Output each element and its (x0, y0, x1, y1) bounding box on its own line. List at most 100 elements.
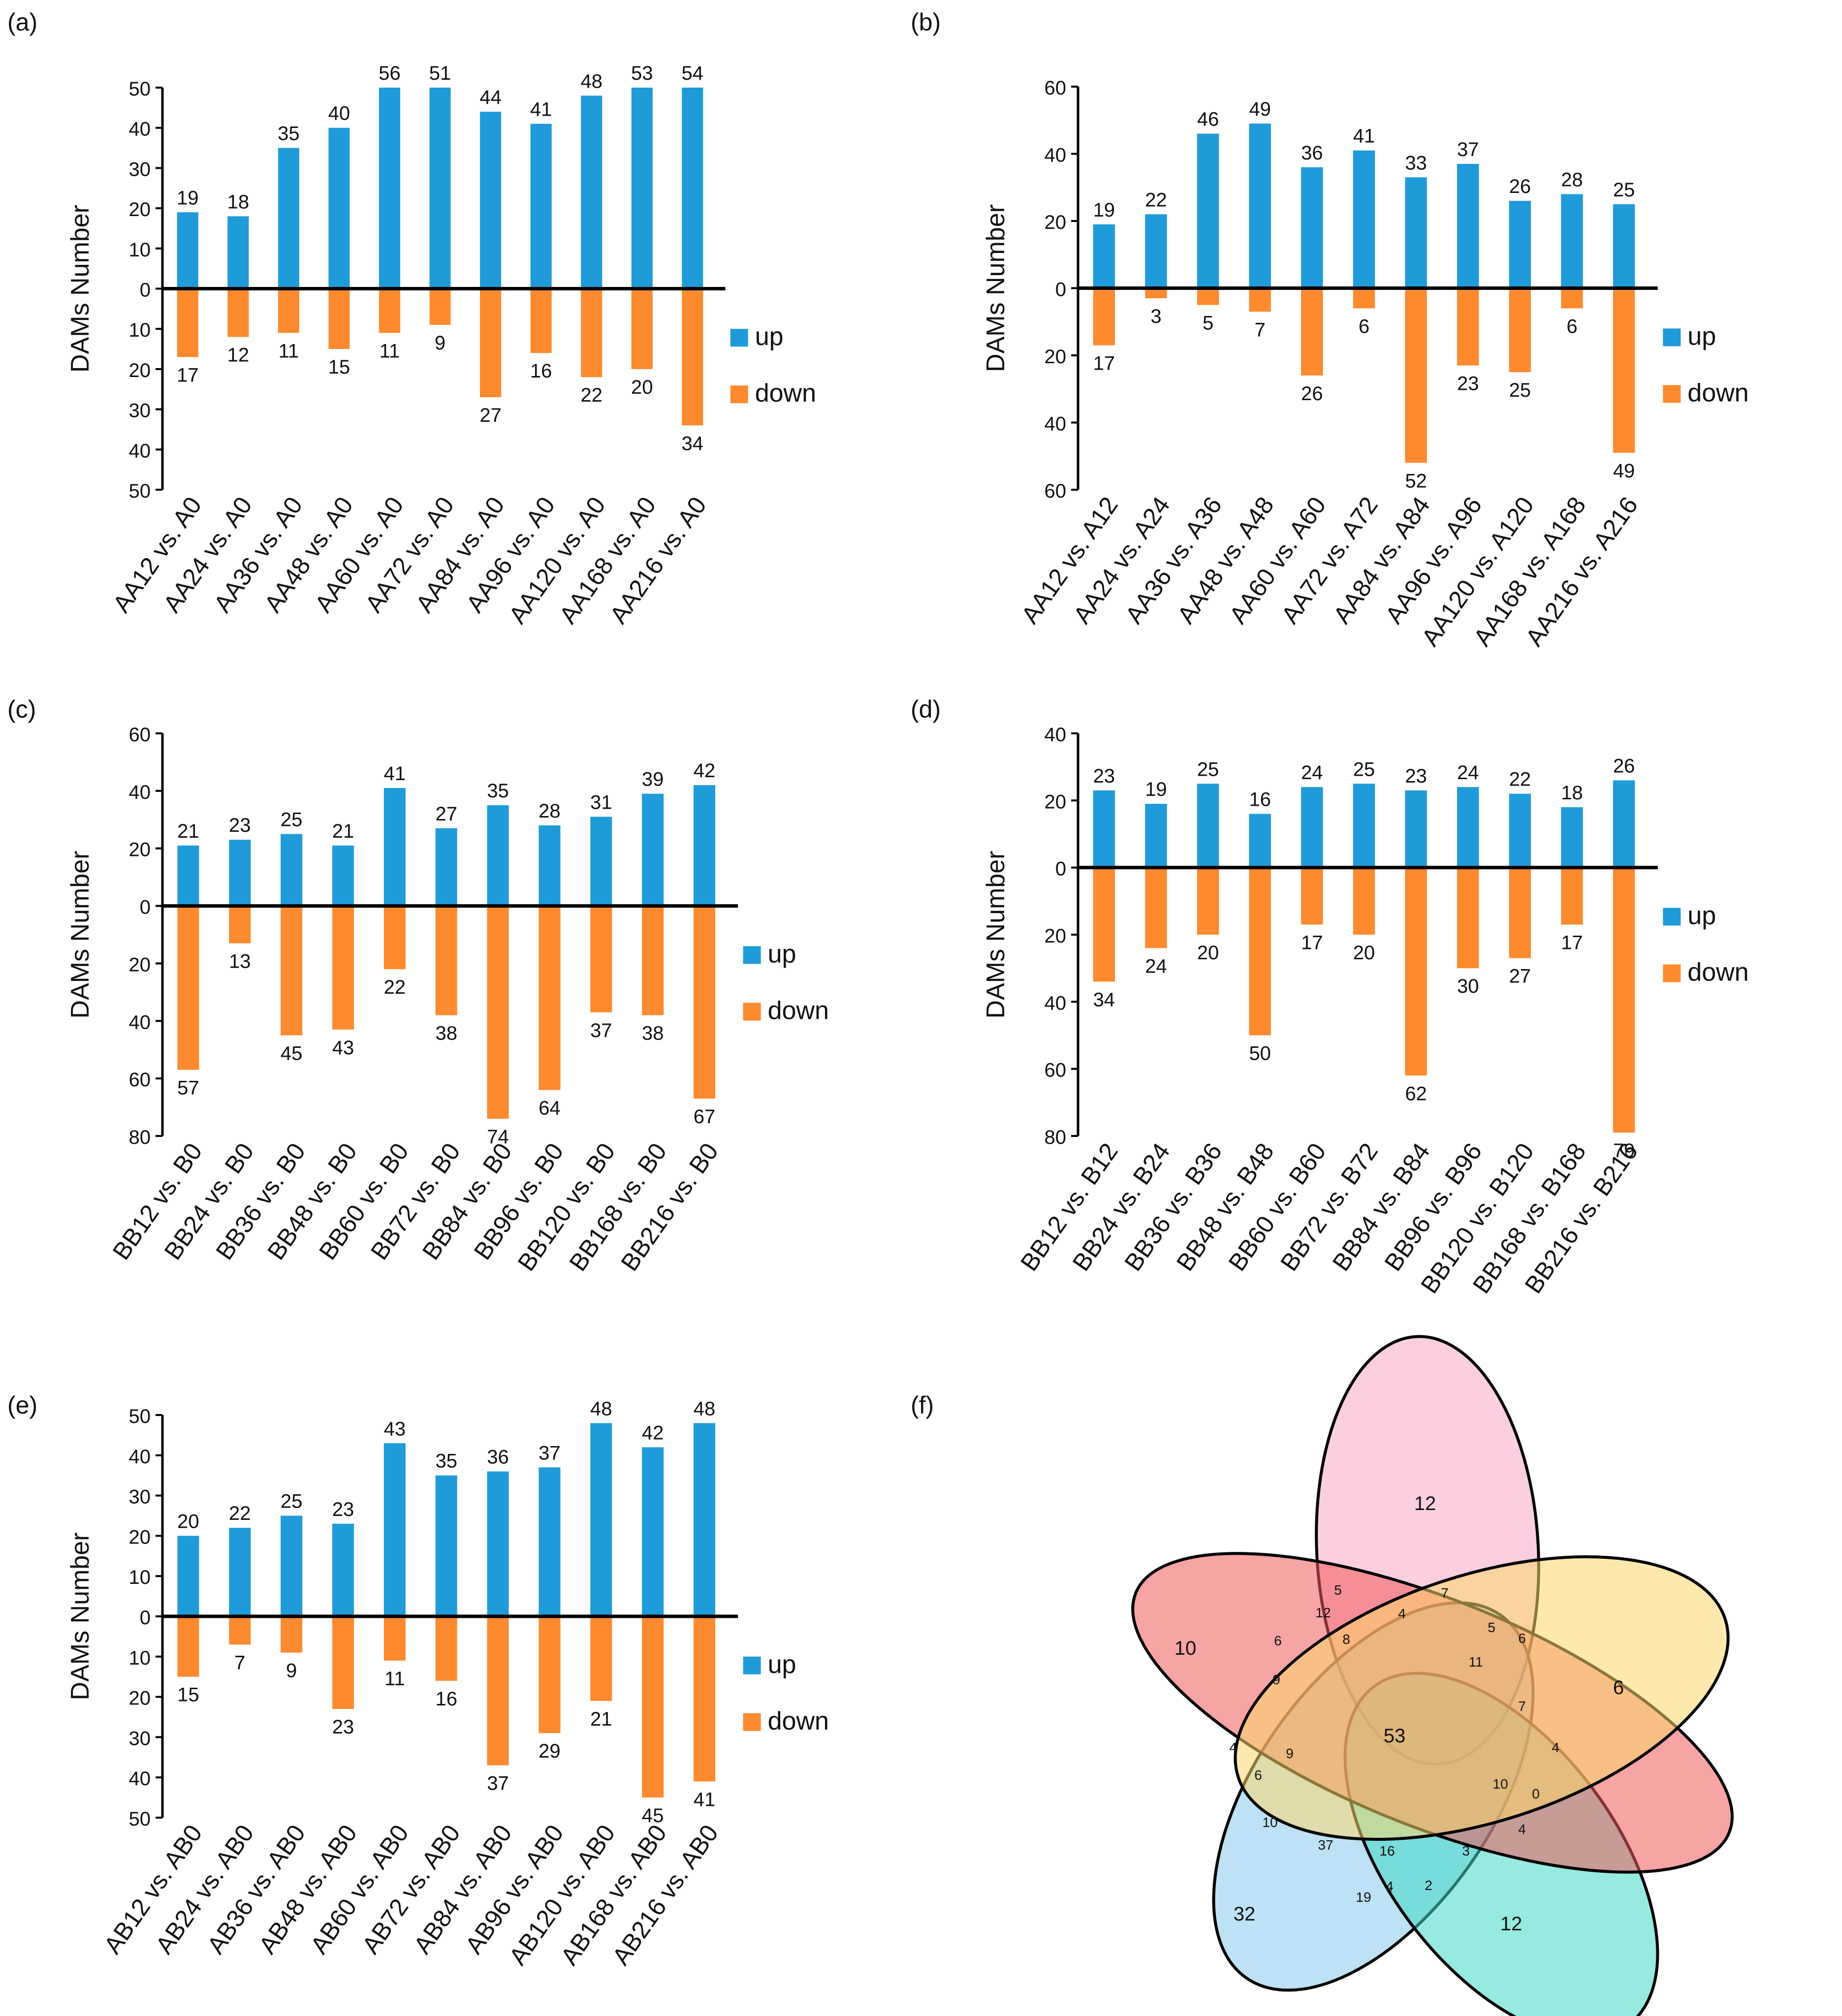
legend-swatch-up (1663, 908, 1681, 926)
venn-unique-yellow: 6 (1613, 1677, 1624, 1699)
legend-swatch-up (743, 1656, 761, 1674)
data-label-down: 67 (694, 1106, 716, 1128)
data-label-up: 43 (384, 1418, 406, 1440)
legend-label-up: up (768, 940, 796, 968)
venn-region: 16 (1379, 1843, 1395, 1858)
bar-down (590, 906, 612, 1012)
data-label-down: 11 (384, 1668, 405, 1690)
bar-up (435, 828, 457, 906)
y-tick-label: 50 (129, 1406, 151, 1427)
data-label-up: 36 (1301, 142, 1323, 164)
y-axis-label: DAMs Number (66, 851, 95, 1019)
data-label-down: 57 (177, 1077, 199, 1099)
data-label-down: 5 (1203, 313, 1213, 334)
legend-label-up: up (1687, 901, 1716, 930)
data-label-down: 79 (1613, 1140, 1635, 1162)
data-label-down: 7 (234, 1652, 245, 1673)
y-tick-label: 60 (1045, 1060, 1067, 1081)
bar-up (1509, 793, 1531, 868)
data-label-up: 39 (642, 769, 664, 790)
data-label-up: 48 (580, 70, 603, 92)
data-label-down: 30 (1457, 976, 1479, 997)
y-tick-label: 0 (1055, 279, 1066, 301)
data-label-down: 62 (1405, 1083, 1427, 1104)
bar-down (435, 1616, 457, 1681)
bar-down (1561, 867, 1583, 925)
y-axis-label: DAMs Number (66, 1533, 95, 1701)
data-label-down: 52 (1405, 470, 1427, 492)
bar-up (1561, 194, 1583, 288)
bar-down (1613, 288, 1635, 453)
venn-region: 4 (1229, 1740, 1237, 1755)
data-label-down: 64 (539, 1098, 561, 1119)
data-label-up: 19 (1093, 199, 1115, 221)
venn-region: 7 (1518, 1699, 1526, 1714)
data-label-down: 29 (539, 1740, 561, 1762)
data-label-up: 23 (229, 815, 251, 836)
legend-swatch-down (1663, 964, 1681, 982)
bar-up (590, 1423, 612, 1616)
legend-swatch-down (1663, 385, 1681, 403)
bar-down (530, 288, 552, 353)
venn-region: 10 (1493, 1776, 1508, 1792)
data-label-down: 17 (1301, 932, 1323, 954)
y-tick-label: 40 (129, 1768, 151, 1790)
bar-down (227, 288, 249, 337)
data-label-up: 25 (281, 809, 303, 831)
bar-down (539, 906, 561, 1090)
bar-up (332, 1523, 354, 1616)
y-tick-label: 20 (129, 199, 151, 220)
bar-down (1353, 867, 1375, 935)
y-tick-label: 20 (129, 1688, 151, 1709)
bar-down (1561, 288, 1583, 309)
data-label-down: 17 (1561, 932, 1583, 954)
data-label-down: 20 (1197, 942, 1219, 964)
bar-up (229, 840, 251, 906)
data-label-up: 48 (590, 1398, 612, 1419)
venn-ellipses (1131, 1335, 1734, 2016)
legend-label-down: down (1687, 958, 1748, 986)
bar-up (1405, 177, 1427, 288)
bar-down (229, 1616, 251, 1645)
venn-region: 5 (1334, 1582, 1342, 1598)
bar-up (539, 1467, 561, 1616)
venn-region: 37 (1318, 1837, 1333, 1853)
bar-up (530, 124, 552, 289)
bar-up (227, 216, 249, 289)
data-label-up: 19 (177, 187, 199, 209)
data-label-up: 44 (479, 87, 502, 108)
y-tick-label: 10 (129, 1567, 151, 1588)
bar-up (1249, 814, 1271, 868)
bar-down (281, 906, 303, 1036)
y-tick-label: 50 (129, 1808, 151, 1830)
data-label-down: 3 (1150, 306, 1161, 327)
data-label-up: 23 (332, 1499, 354, 1520)
data-label-down: 13 (229, 951, 251, 973)
bar-down (429, 288, 451, 325)
data-label-down: 43 (332, 1037, 354, 1059)
data-label-up: 35 (278, 123, 300, 145)
data-label-down: 34 (1093, 989, 1115, 1010)
bar-up (1145, 804, 1167, 868)
bar-down (631, 288, 653, 369)
bar-down (1301, 867, 1323, 925)
venn-unique-pink: 12 (1414, 1493, 1436, 1514)
bar-up (379, 88, 401, 289)
venn-unique-blue: 32 (1234, 1903, 1256, 1925)
bar-down (1093, 867, 1115, 982)
venn-region: 6 (1274, 1633, 1282, 1648)
data-label-up: 28 (539, 800, 561, 822)
bar-down (332, 1616, 354, 1709)
data-label-up: 42 (694, 760, 716, 782)
venn-diagram: (f) 12 32 12 10 6 5 7 12 4 6 5 6 8 11 9 … (911, 1335, 1734, 2016)
bar-up (332, 845, 354, 906)
bar-down (693, 906, 716, 1099)
bar-down (487, 1616, 509, 1765)
venn-region: 3 (1462, 1843, 1470, 1858)
data-label-up: 22 (1145, 189, 1167, 211)
y-tick-label: 0 (140, 897, 151, 918)
bar-up (177, 212, 198, 289)
